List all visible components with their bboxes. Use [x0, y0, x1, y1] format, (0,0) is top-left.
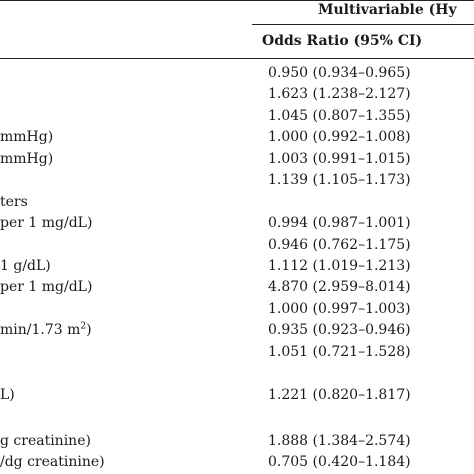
row-label: /dg creatinine)	[0, 454, 105, 470]
row-label: per 1 mg/dL)	[0, 279, 93, 295]
odds-ratio-cell: 1.112 (1.019–1.213)	[268, 258, 411, 274]
odds-ratio-cell: 1.000 (0.997–1.003)	[268, 301, 411, 317]
odds-ratio-cell: 0.994 (0.987–1.001)	[268, 215, 411, 231]
row-label: per 1 mg/dL)	[0, 215, 93, 231]
row-label: min/1.73 m2)	[0, 321, 92, 338]
row-label: mmHg)	[0, 151, 54, 167]
row-label: ters	[0, 194, 28, 210]
odds-ratio-cell: 4.870 (2.959–8.014)	[268, 279, 411, 295]
odds-ratio-cell: 1.003 (0.991–1.015)	[268, 151, 411, 167]
odds-ratio-cell: 1.045 (0.807–1.355)	[268, 108, 411, 124]
odds-ratio-cell: 1.623 (1.238–2.127)	[268, 86, 411, 102]
odds-ratio-cell: 0.946 (0.762–1.175)	[268, 237, 411, 253]
row-label: 1 g/dL)	[0, 258, 51, 274]
odds-ratio-cell: 1.051 (0.721–1.528)	[268, 344, 411, 360]
row-label: L)	[0, 387, 15, 403]
header-multivariable: Multivariable (Hy	[318, 2, 457, 18]
table-top-rule	[0, 0, 474, 1]
odds-ratio-cell: 1.139 (1.105–1.173)	[268, 172, 411, 188]
row-label: g creatinine)	[0, 433, 91, 449]
odds-ratio-cell: 0.950 (0.934–0.965)	[268, 65, 411, 81]
odds-ratio-cell: 1.221 (0.820–1.817)	[268, 387, 411, 403]
row-label: mmHg)	[0, 129, 54, 145]
header-bottom-rule	[0, 58, 474, 59]
odds-ratio-cell: 0.935 (0.923–0.946)	[268, 322, 411, 338]
odds-ratio-cell: 1.888 (1.384–2.574)	[268, 433, 411, 449]
header-odds-ratio: Odds Ratio (95% CI)	[262, 33, 423, 49]
odds-ratio-cell: 0.705 (0.420–1.184)	[268, 454, 411, 470]
header-divider	[252, 24, 474, 25]
odds-ratio-cell: 1.000 (0.992–1.008)	[268, 129, 411, 145]
